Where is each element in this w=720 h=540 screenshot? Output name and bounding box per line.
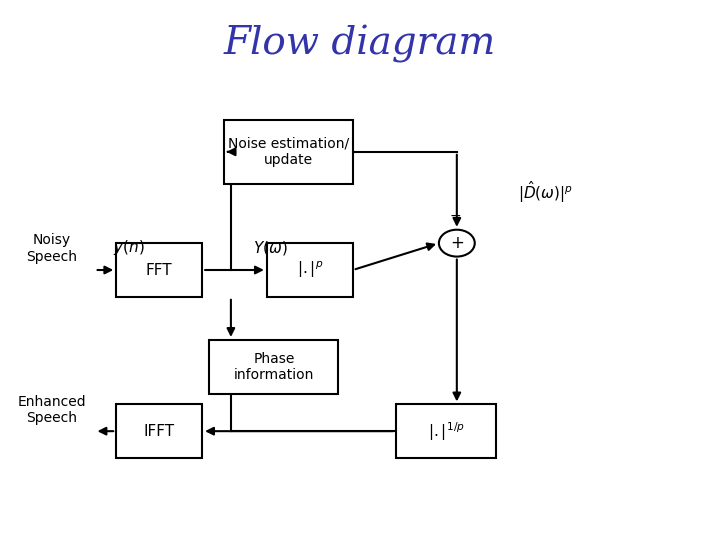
Text: Phase
information: Phase information [234, 352, 314, 382]
FancyBboxPatch shape [396, 404, 496, 458]
Text: $|.|^{1/p}$: $|.|^{1/p}$ [428, 420, 464, 442]
Text: Noise estimation/
update: Noise estimation/ update [228, 137, 349, 167]
Text: FFT: FFT [146, 262, 173, 278]
Text: $|\hat{D}(\omega)|^p$: $|\hat{D}(\omega)|^p$ [518, 179, 573, 205]
Text: $|.|^p$: $|.|^p$ [297, 260, 323, 280]
Text: $-$: $-$ [449, 208, 462, 221]
Text: Flow diagram: Flow diagram [224, 25, 496, 63]
Circle shape [439, 230, 474, 256]
Text: $+$: $+$ [450, 234, 464, 252]
FancyBboxPatch shape [116, 404, 202, 458]
FancyBboxPatch shape [116, 243, 202, 297]
Text: Noisy
Speech: Noisy Speech [26, 233, 77, 264]
FancyBboxPatch shape [210, 340, 338, 394]
Text: $y(n)$: $y(n)$ [113, 238, 145, 256]
Text: $Y(\omega)$: $Y(\omega)$ [253, 239, 288, 256]
Text: IFFT: IFFT [143, 424, 175, 438]
FancyBboxPatch shape [224, 119, 353, 184]
FancyBboxPatch shape [267, 243, 353, 297]
Text: Enhanced
Speech: Enhanced Speech [17, 395, 86, 425]
